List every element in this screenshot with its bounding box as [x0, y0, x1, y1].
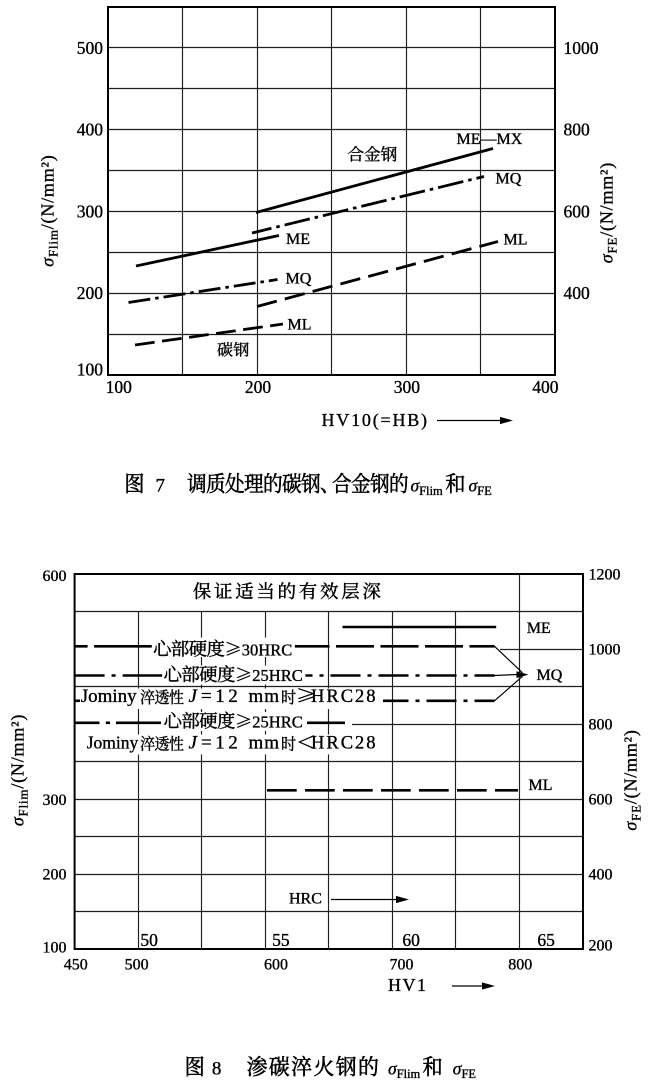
svg-text:J: J	[189, 686, 199, 707]
svg-text:100: 100	[106, 377, 133, 397]
svg-text:HV10(=HB): HV10(=HB)	[322, 410, 429, 431]
svg-text:σFE/(N/mm²): σFE/(N/mm²)	[597, 162, 620, 263]
svg-text:HRC28: HRC28	[311, 734, 378, 754]
svg-text:1000: 1000	[589, 641, 621, 658]
svg-text:ME—MX: ME—MX	[457, 131, 523, 148]
svg-text:300: 300	[77, 202, 104, 222]
svg-text:400: 400	[532, 377, 559, 397]
svg-text:600: 600	[43, 568, 67, 585]
svg-text:300: 300	[43, 792, 67, 809]
svg-text:1000: 1000	[564, 38, 599, 58]
svg-text:200: 200	[77, 283, 104, 303]
svg-text:60: 60	[402, 930, 420, 950]
svg-text:100: 100	[77, 359, 104, 379]
svg-text:8: 8	[212, 1059, 222, 1080]
svg-text:MQ: MQ	[537, 667, 563, 684]
svg-text:30HRC: 30HRC	[242, 640, 292, 659]
svg-text:600: 600	[264, 957, 288, 974]
svg-text:mm: mm	[249, 686, 281, 707]
svg-text:ME: ME	[527, 620, 551, 637]
svg-text:400: 400	[589, 866, 613, 883]
svg-text:J: J	[189, 733, 199, 754]
svg-text:55: 55	[272, 930, 290, 950]
svg-text:ML: ML	[529, 777, 553, 794]
svg-text:700: 700	[390, 957, 414, 974]
svg-text:Jominy: Jominy	[87, 733, 139, 753]
svg-text:800: 800	[508, 957, 532, 974]
svg-text:MQ: MQ	[286, 271, 312, 288]
svg-text:400: 400	[564, 283, 591, 303]
svg-text:ML: ML	[504, 232, 528, 249]
svg-text:σFlim/(N/mm²): σFlim/(N/mm²)	[8, 714, 31, 826]
svg-text:HRC: HRC	[289, 891, 322, 908]
svg-text:800: 800	[589, 716, 613, 733]
svg-text:200: 200	[245, 377, 272, 397]
svg-text:800: 800	[564, 120, 591, 140]
svg-text:=12: =12	[201, 686, 241, 707]
svg-text:σFlim/(N/mm²): σFlim/(N/mm²)	[38, 154, 61, 266]
svg-text:ML: ML	[288, 317, 312, 334]
svg-text:=12: =12	[201, 733, 241, 754]
svg-text:σFE: σFE	[453, 1059, 477, 1080]
svg-text:HV1: HV1	[388, 975, 428, 995]
svg-text:400: 400	[77, 120, 104, 140]
svg-text:500: 500	[77, 38, 104, 58]
svg-text:Jominy: Jominy	[81, 686, 137, 707]
svg-text:200: 200	[43, 867, 67, 884]
svg-text:50: 50	[140, 930, 158, 950]
svg-text:100: 100	[43, 939, 67, 956]
svg-text:1200: 1200	[589, 566, 621, 583]
svg-text:HRC28: HRC28	[311, 687, 378, 707]
svg-text:450: 450	[64, 957, 88, 974]
svg-text:MQ: MQ	[496, 171, 522, 188]
svg-text:25HRC: 25HRC	[252, 712, 302, 731]
svg-text:200: 200	[589, 938, 613, 955]
svg-text:65: 65	[537, 930, 555, 950]
svg-text:ME: ME	[286, 231, 310, 248]
svg-text:500: 500	[125, 957, 149, 974]
svg-text:600: 600	[564, 202, 591, 222]
svg-text:7: 7	[156, 476, 166, 497]
svg-text:mm: mm	[249, 733, 281, 754]
svg-text:600: 600	[589, 791, 613, 808]
svg-text:300: 300	[394, 377, 421, 397]
svg-text:σFE: σFE	[469, 476, 493, 499]
svg-text:σFE/(N/mm²): σFE/(N/mm²)	[621, 729, 644, 830]
svg-text:σFlim: σFlim	[388, 1059, 421, 1080]
svg-text:25HRC: 25HRC	[252, 666, 302, 685]
svg-text:σFlim: σFlim	[411, 476, 444, 499]
